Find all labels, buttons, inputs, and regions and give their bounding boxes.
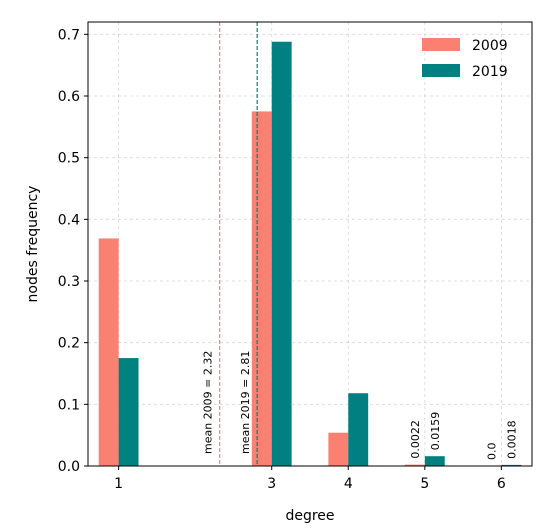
legend-swatch-2009: [422, 38, 460, 51]
y-tick-label: 0.3: [58, 274, 80, 290]
x-tick-label: 3: [267, 476, 276, 492]
bar-2019-degree-5: [424, 456, 445, 466]
x-axis-title: degree: [285, 508, 334, 524]
bar-2019-degree-4: [348, 393, 369, 466]
y-tick-label: 0.6: [58, 89, 80, 105]
bar-2019-degree-3: [271, 41, 292, 466]
bar-2019-degree-6: [501, 464, 522, 466]
y-tick-label: 0.5: [58, 151, 80, 167]
x-tick-label: 4: [344, 476, 353, 492]
mean-lines: mean 2009 = 2.32 mean 2019 = 2.81: [202, 22, 258, 466]
bar-value-label: 0.0: [485, 442, 498, 460]
x-tick-label: 1: [114, 476, 123, 492]
bar-2009-degree-1: [98, 238, 119, 466]
x-tick-label: 6: [497, 476, 506, 492]
bar-value-label: 0.0018: [505, 420, 518, 459]
x-tick-label: 5: [420, 476, 429, 492]
mean-label-1: mean 2019 = 2.81: [239, 351, 252, 454]
annotations: 0.0022 0.0159 0.0 0.0018: [409, 412, 518, 460]
mean-label-0: mean 2009 = 2.32: [202, 351, 215, 454]
y-axis-title: nodes frequency: [25, 186, 41, 303]
legend-label-2019: 2019: [472, 64, 508, 80]
bar-value-label: 0.0022: [409, 420, 422, 459]
grid: [88, 22, 532, 467]
y-tick-label: 0.0: [58, 459, 80, 475]
bar-value-label: 0.0159: [429, 412, 442, 451]
plot-frame: [87, 21, 533, 467]
bar-2019-degree-1: [118, 358, 139, 466]
bars: [98, 41, 522, 467]
y-tick-label: 0.1: [58, 397, 80, 413]
y-tick-label: 0.2: [58, 336, 80, 352]
ticks: 0.0 0.1 0.2 0.3 0.4 0.5 0.6 0.7 1 3 4 5 6: [58, 27, 506, 492]
legend-swatch-2019: [422, 64, 460, 77]
y-tick-label: 0.7: [58, 27, 80, 43]
bar-2009-degree-5: [404, 464, 425, 466]
bar-2009-degree-4: [328, 432, 349, 466]
legend-label-2009: 2009: [472, 38, 508, 54]
bar-2009-degree-3: [251, 111, 272, 467]
legend: 2009 2019: [422, 38, 508, 80]
y-tick-label: 0.4: [58, 212, 80, 228]
